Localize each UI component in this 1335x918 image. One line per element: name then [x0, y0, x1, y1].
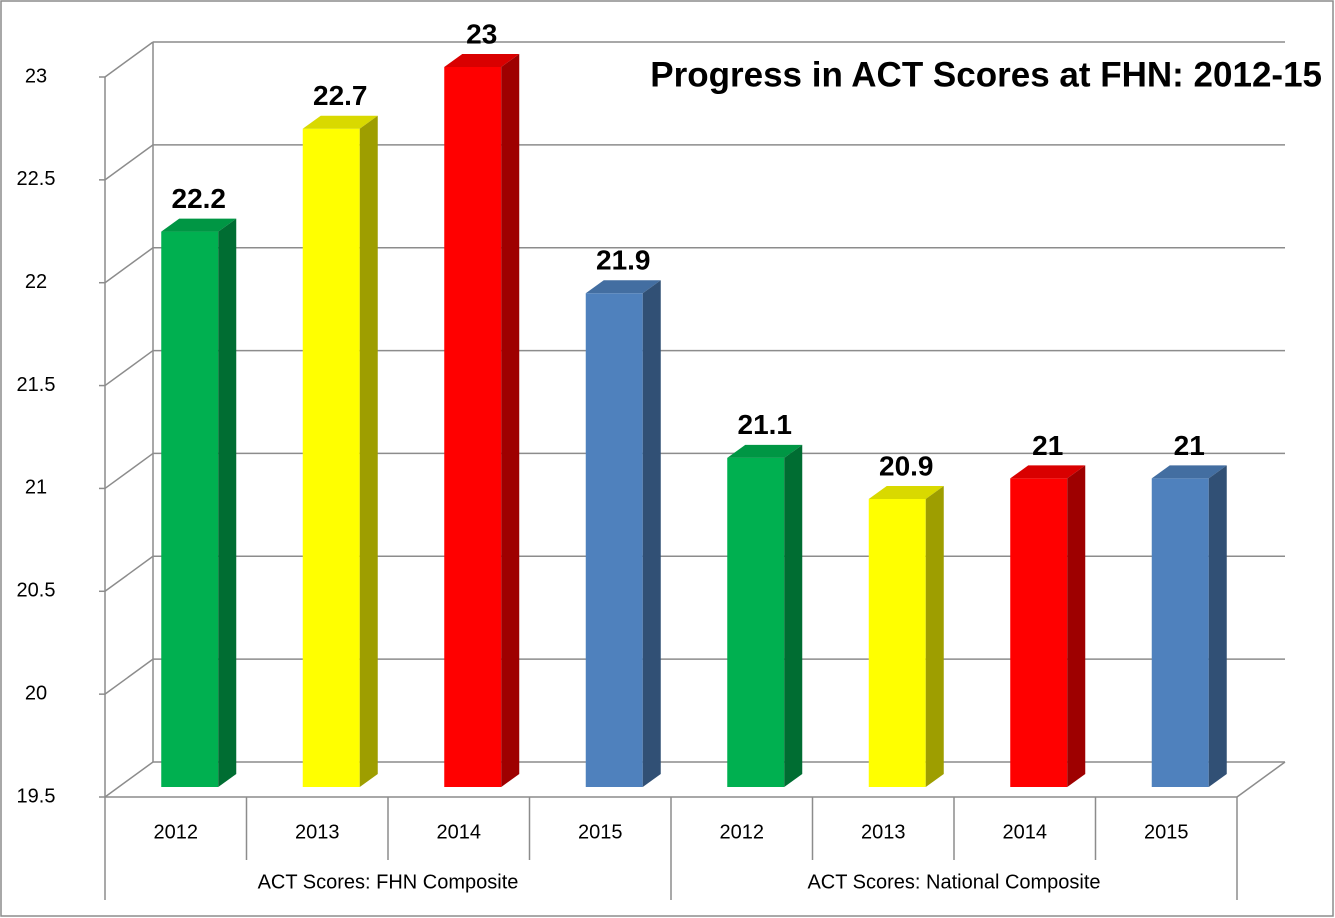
grid-line [104, 349, 154, 387]
bar [727, 457, 785, 787]
x-tick-label: 2015 [1144, 821, 1189, 843]
x-tick-label: 2012 [720, 821, 765, 843]
group-label: ACT Scores: National Composite [807, 871, 1100, 893]
bar-side [501, 54, 520, 787]
bar [868, 499, 926, 787]
y-tick-label: 21 [25, 477, 47, 499]
bar-top [1010, 465, 1086, 479]
bar-side [218, 218, 237, 788]
bar [1010, 478, 1068, 787]
bar-side [1067, 465, 1086, 787]
y-tick-label: 19.5 [17, 785, 56, 807]
data-label: 22.2 [172, 183, 227, 214]
bar-top [1151, 465, 1227, 479]
bar-top [444, 54, 520, 67]
bar [585, 293, 643, 787]
chart-title: Progress in ACT Scores at FHN: 2012-15 [650, 55, 1322, 94]
bar-side [784, 444, 803, 787]
x-tick-label: 2012 [154, 821, 199, 843]
data-label: 21.1 [738, 409, 793, 440]
x-tick-label: 2013 [295, 821, 340, 843]
y-tick-label: 21.5 [17, 374, 56, 396]
grid-line [104, 144, 154, 181]
bar-top [161, 218, 237, 232]
x-tick-label: 2013 [861, 821, 906, 843]
x-tick-label: 2014 [1003, 821, 1048, 843]
grid-line [104, 658, 154, 695]
y-tick-label: 20 [25, 682, 47, 704]
y-tick-label: 20.5 [17, 580, 56, 602]
bar-side [1208, 465, 1227, 787]
grid-line [104, 247, 154, 284]
x-tick-label: 2015 [578, 821, 623, 843]
grid-line [104, 452, 154, 490]
data-label: 21 [1032, 430, 1063, 461]
bar-side [642, 280, 661, 787]
group-label: ACT Scores: FHN Composite [258, 871, 519, 893]
data-label: 21.9 [596, 245, 651, 276]
data-label: 22.7 [313, 80, 368, 111]
grid-line [104, 761, 154, 798]
y-tick-label: 23 [25, 65, 47, 87]
bar [444, 67, 502, 787]
floor-side [1236, 761, 1286, 798]
data-label: 21 [1174, 430, 1205, 461]
bar-side [359, 115, 378, 787]
bar [302, 128, 360, 787]
bar-top [727, 444, 803, 458]
data-label: 20.9 [879, 450, 934, 481]
bar [1151, 478, 1209, 787]
grid-line [104, 41, 154, 78]
bar [161, 231, 219, 788]
y-tick-label: 22 [25, 271, 47, 293]
x-tick-label: 2014 [437, 821, 482, 843]
data-label: 23 [466, 18, 497, 49]
bar-side [925, 486, 944, 787]
grid-line [104, 555, 154, 592]
bar-top [302, 115, 378, 129]
y-tick-label: 22.5 [17, 168, 56, 190]
bar-top [868, 486, 944, 499]
bar-top [585, 280, 661, 294]
